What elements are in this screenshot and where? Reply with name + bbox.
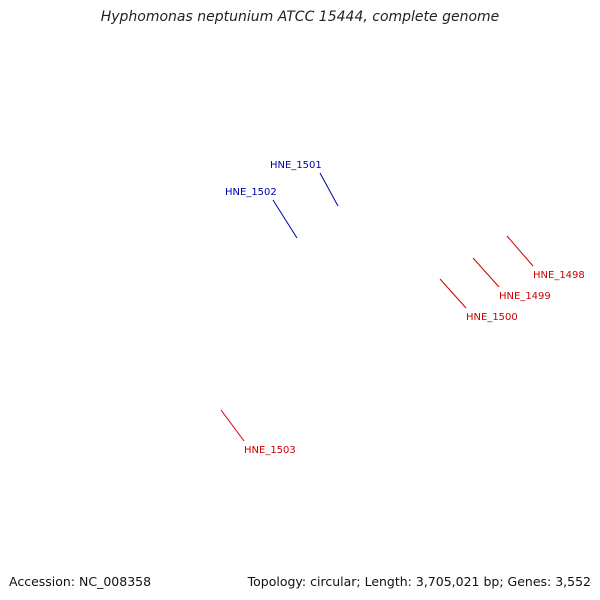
leader-line-hne_1499	[472, 257, 500, 288]
leader-line-hne_1498	[506, 235, 534, 267]
gene-label-hne_1501: HNE_1501	[270, 160, 322, 171]
leader-line-hne_1501	[319, 172, 339, 207]
gene-label-hne_1500: HNE_1500	[466, 312, 518, 323]
map-title: Hyphomonas neptunium ATCC 15444, complet…	[100, 9, 500, 25]
leader-line-hne_1500	[439, 278, 467, 309]
leader-line-hne_1502	[272, 199, 298, 239]
gene-label-hne_1502: HNE_1502	[225, 187, 277, 198]
topology-label: Topology: circular; Length: 3,705,021 bp…	[247, 574, 591, 589]
gene-label-hne_1499: HNE_1499	[499, 291, 551, 302]
gene-label-hne_1498: HNE_1498	[533, 270, 585, 281]
leader-line-hne_1503	[220, 409, 245, 442]
accession-label: Accession: NC_008358	[9, 574, 152, 589]
gene-label-hne_1503: HNE_1503	[244, 445, 296, 456]
